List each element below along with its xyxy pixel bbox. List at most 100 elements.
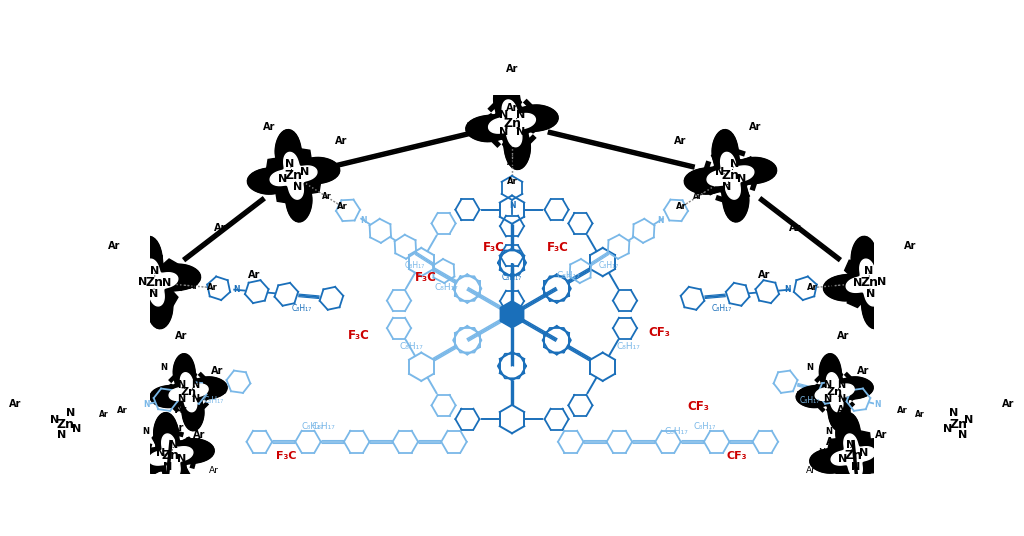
Text: C₈H₁₇: C₈H₁₇ (665, 427, 689, 436)
Polygon shape (504, 93, 521, 111)
Polygon shape (164, 384, 178, 399)
Polygon shape (702, 177, 720, 195)
Text: Ar: Ar (837, 405, 849, 415)
Text: N: N (293, 182, 302, 192)
Text: Ar: Ar (172, 422, 184, 433)
Polygon shape (37, 423, 54, 441)
Text: N: N (840, 458, 847, 467)
Polygon shape (524, 116, 542, 133)
Polygon shape (847, 289, 865, 308)
Text: Ar: Ar (915, 411, 925, 420)
Polygon shape (828, 367, 843, 382)
Polygon shape (180, 402, 195, 418)
Polygon shape (130, 288, 148, 306)
Text: Zn: Zn (844, 449, 862, 463)
Text: N: N (838, 394, 846, 404)
Polygon shape (810, 413, 896, 499)
Text: N: N (784, 285, 791, 294)
Text: N: N (818, 448, 825, 457)
Polygon shape (65, 436, 83, 453)
Text: Ar: Ar (904, 241, 916, 251)
Polygon shape (275, 185, 294, 203)
Text: CF₃: CF₃ (687, 400, 709, 413)
Polygon shape (77, 407, 95, 425)
Text: C₈H₁₇: C₈H₁₇ (404, 261, 425, 270)
Text: N: N (191, 394, 200, 404)
Text: F₃C: F₃C (276, 451, 297, 461)
Text: N: N (846, 440, 855, 450)
Text: Zn: Zn (826, 387, 843, 397)
Text: CF₃: CF₃ (727, 451, 748, 461)
Text: N: N (278, 174, 287, 184)
Text: Ar: Ar (507, 176, 517, 185)
Polygon shape (173, 465, 189, 482)
Text: Ar: Ar (99, 411, 109, 420)
Polygon shape (148, 434, 193, 478)
Polygon shape (128, 413, 214, 499)
Text: N: N (729, 160, 738, 169)
Text: N: N (56, 430, 66, 440)
Text: Ar: Ar (248, 271, 261, 280)
Polygon shape (42, 401, 89, 448)
Text: Ar: Ar (108, 241, 120, 251)
Text: N: N (853, 278, 862, 288)
Text: C₈H₁₇: C₈H₁₇ (311, 422, 335, 431)
Text: N: N (178, 458, 185, 467)
Text: N: N (177, 454, 186, 464)
Text: N: N (66, 408, 75, 418)
Text: N: N (838, 454, 847, 464)
Polygon shape (797, 354, 872, 430)
Text: Ar: Ar (335, 136, 347, 146)
Text: N: N (859, 448, 868, 458)
Text: F₃C: F₃C (415, 271, 436, 284)
Text: Zn: Zn (722, 169, 739, 182)
Text: Ar: Ar (876, 430, 888, 440)
Text: N: N (509, 202, 515, 211)
Text: Ar: Ar (806, 466, 816, 474)
Polygon shape (831, 434, 876, 478)
Text: N: N (191, 380, 200, 390)
Text: C₈H₁₇: C₈H₁₇ (502, 272, 522, 281)
Text: Ar: Ar (758, 271, 770, 280)
Text: Ar: Ar (1002, 399, 1015, 409)
Text: N: N (851, 461, 860, 472)
Polygon shape (861, 457, 879, 473)
Text: C₈H₁₇: C₈H₁₇ (399, 342, 424, 351)
Polygon shape (810, 384, 824, 399)
Polygon shape (145, 458, 162, 475)
Polygon shape (270, 152, 317, 199)
Text: N: N (865, 289, 874, 300)
Text: N: N (958, 430, 968, 440)
Text: N: N (949, 408, 958, 418)
Text: Ar: Ar (807, 283, 817, 292)
Text: Zn: Zn (162, 449, 180, 463)
Polygon shape (49, 395, 67, 413)
Text: N: N (715, 167, 724, 177)
Polygon shape (303, 176, 321, 194)
Polygon shape (503, 136, 520, 153)
Text: C₈H₁₇: C₈H₁₇ (616, 342, 640, 351)
Polygon shape (845, 260, 862, 278)
Text: Ar: Ar (506, 103, 518, 113)
Polygon shape (199, 386, 214, 400)
Text: Ar: Ar (897, 406, 907, 415)
Text: N: N (286, 160, 295, 169)
Text: N: N (156, 448, 165, 458)
Polygon shape (854, 430, 870, 448)
Text: Ar: Ar (676, 202, 687, 211)
Text: Zn: Zn (503, 117, 521, 130)
Polygon shape (935, 401, 982, 448)
Text: C₈H₁₇: C₈H₁₇ (800, 396, 820, 405)
Text: N: N (824, 427, 831, 436)
Text: N: N (151, 266, 160, 276)
Text: F₃C: F₃C (348, 329, 370, 342)
Text: Ar: Ar (9, 399, 22, 409)
Text: N: N (177, 380, 185, 390)
Text: N: N (807, 363, 813, 372)
Polygon shape (180, 437, 197, 454)
Text: N: N (657, 215, 664, 225)
Text: F₃C: F₃C (547, 241, 569, 254)
Polygon shape (482, 114, 500, 131)
Polygon shape (941, 434, 959, 452)
Text: N: N (169, 440, 178, 450)
